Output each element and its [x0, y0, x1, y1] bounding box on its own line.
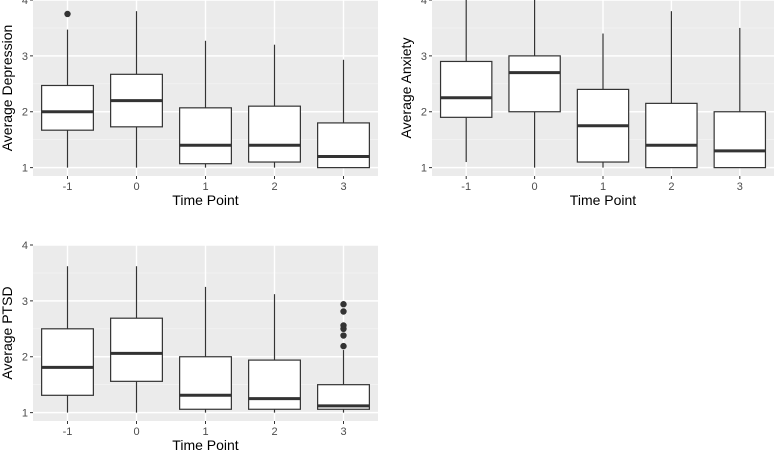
x-tick-label: 1	[600, 181, 606, 193]
outlier-point	[64, 10, 71, 18]
x-tick-label: 0	[532, 181, 538, 193]
y-tick-label: 4	[421, 0, 427, 7]
y-tick-label: 4	[22, 0, 28, 7]
box-2	[645, 11, 698, 169]
box-iqr	[41, 328, 94, 396]
x-axis-title: Time Point	[172, 437, 239, 452]
box-3	[713, 27, 767, 169]
y-tick-label: 3	[421, 51, 427, 63]
y-tick-label: 3	[22, 51, 28, 63]
box-iqr	[179, 356, 232, 410]
x-tick-label: 0	[133, 426, 139, 438]
box-iqr	[41, 84, 94, 131]
box--1	[41, 266, 94, 413]
box-iqr	[317, 122, 370, 169]
y-tick-label: 2	[22, 352, 28, 364]
chart-panel-2: 1 2 3 4 -1 0 1 2 3 Time Point Average Anxiety	[398, 0, 774, 208]
x-tick-label: 2	[271, 426, 277, 438]
outlier-point	[340, 332, 347, 339]
x-axis-title: Time Point	[570, 192, 637, 208]
x-tick-label: 3	[340, 426, 346, 438]
box-0	[110, 266, 163, 413]
x-tick-label: 2	[271, 181, 277, 193]
x-tick-label: 3	[737, 181, 743, 193]
box--1	[439, 0, 493, 163]
y-tick-label: 1	[22, 163, 28, 175]
box-iqr	[110, 317, 163, 382]
box-iqr	[179, 107, 232, 165]
box-1	[179, 286, 232, 413]
box-iqr	[645, 102, 698, 169]
y-tick-label: 2	[421, 107, 427, 119]
box-iqr	[248, 359, 301, 410]
x-tick-label: 2	[668, 181, 674, 193]
chart-panel-1: 1 2 3 4 -1 0 1 2 3 Time Point Average Depression	[0, 0, 378, 208]
box-1	[179, 40, 232, 168]
box-0	[508, 0, 561, 168]
box-2	[248, 44, 301, 168]
y-axis-title: Average Depression	[0, 25, 15, 152]
y-axis-title: Average Anxiety	[398, 38, 414, 139]
x-tick-label: 1	[202, 181, 208, 193]
x-axis-title: Time Point	[172, 192, 239, 208]
box-iqr	[713, 111, 767, 169]
y-tick-label: 4	[22, 240, 28, 252]
box-3	[317, 59, 370, 169]
x-tick-label: -1	[63, 426, 73, 438]
box-3	[317, 301, 370, 413]
y-tick-label: 1	[421, 163, 427, 175]
x-tick-label: 1	[202, 426, 208, 438]
box-0	[110, 11, 163, 168]
box-iqr	[508, 55, 561, 113]
chart-panel-3: 1 2 3 4 -1 0 1 2 3 Time Point Average PTSD	[0, 240, 378, 452]
outlier-point	[340, 322, 347, 329]
x-tick-label: 0	[133, 181, 139, 193]
box--1	[41, 10, 94, 168]
outlier-point	[340, 308, 347, 315]
outlier-point	[340, 301, 347, 308]
y-axis-title: Average PTSD	[0, 286, 15, 379]
box-iqr	[439, 60, 493, 118]
box-2	[248, 294, 301, 413]
y-tick-label: 1	[22, 408, 28, 420]
x-tick-label: -1	[461, 181, 471, 193]
x-tick-label: -1	[63, 181, 73, 193]
box-iqr	[248, 105, 301, 163]
y-tick-label: 2	[22, 107, 28, 119]
outlier-point	[340, 342, 347, 350]
x-tick-label: 3	[340, 181, 346, 193]
box-1	[576, 33, 630, 168]
y-tick-label: 3	[22, 296, 28, 308]
